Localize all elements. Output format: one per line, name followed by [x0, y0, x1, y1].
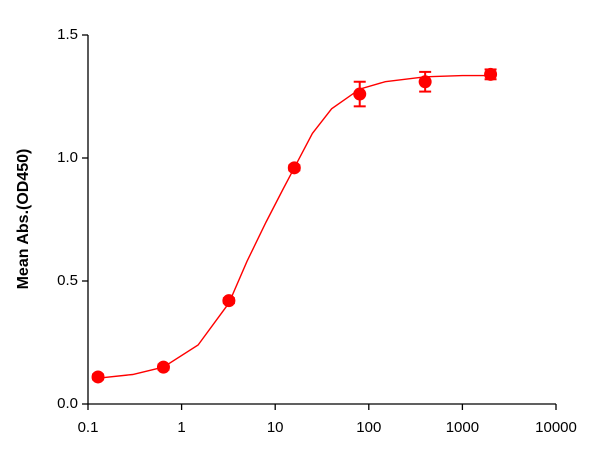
- x-tick-label: 1000: [446, 419, 479, 436]
- x-tick-label: 10: [267, 419, 284, 436]
- fit-curve: [97, 74, 491, 379]
- y-tick-label: 0.0: [57, 395, 78, 412]
- x-tick-label: 10000: [535, 419, 577, 436]
- point: [91, 370, 105, 384]
- point: [287, 161, 301, 175]
- point: [484, 67, 498, 81]
- y-tick-label: 0.5: [57, 272, 78, 289]
- y-axis-label: Mean Abs.(OD450): [15, 149, 32, 290]
- point: [418, 75, 432, 89]
- y-tick-label: 1.5: [57, 26, 78, 43]
- x-tick-label: 1: [177, 419, 185, 436]
- point: [222, 294, 236, 308]
- y-tick-label: 1.0: [57, 149, 78, 166]
- point: [156, 360, 170, 374]
- x-tick-label: 0.1: [78, 419, 99, 436]
- point: [353, 87, 367, 101]
- x-tick-label: 100: [356, 419, 381, 436]
